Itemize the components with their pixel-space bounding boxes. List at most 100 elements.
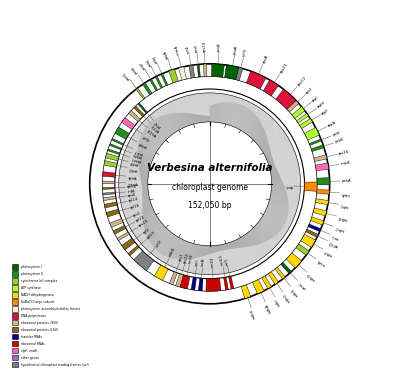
Wedge shape <box>264 151 271 155</box>
Wedge shape <box>206 246 208 255</box>
Wedge shape <box>145 228 166 249</box>
Wedge shape <box>143 213 155 220</box>
Wedge shape <box>270 198 298 206</box>
Wedge shape <box>269 156 297 166</box>
Wedge shape <box>276 89 296 109</box>
Wedge shape <box>124 152 152 163</box>
Wedge shape <box>120 195 149 201</box>
Wedge shape <box>238 239 252 265</box>
Wedge shape <box>238 238 252 264</box>
Wedge shape <box>241 237 247 247</box>
Wedge shape <box>173 113 182 129</box>
Text: ycf3: ycf3 <box>242 48 248 57</box>
Wedge shape <box>189 113 193 125</box>
Wedge shape <box>271 192 300 197</box>
Wedge shape <box>122 118 135 129</box>
Wedge shape <box>119 173 148 177</box>
Wedge shape <box>258 139 268 146</box>
Wedge shape <box>132 216 157 232</box>
Wedge shape <box>129 213 155 227</box>
Wedge shape <box>178 242 188 269</box>
Wedge shape <box>255 132 266 142</box>
Wedge shape <box>159 116 173 134</box>
Text: 152,050 bp: 152,050 bp <box>188 200 232 210</box>
Wedge shape <box>268 151 295 162</box>
Wedge shape <box>266 209 287 220</box>
Wedge shape <box>249 114 268 136</box>
Wedge shape <box>120 167 149 173</box>
Wedge shape <box>208 116 209 122</box>
Wedge shape <box>120 193 148 198</box>
Wedge shape <box>178 98 189 126</box>
Wedge shape <box>124 154 151 164</box>
Wedge shape <box>142 203 151 206</box>
Wedge shape <box>207 116 208 122</box>
Wedge shape <box>142 183 148 184</box>
Wedge shape <box>203 245 204 256</box>
Text: transfer RNAs: transfer RNAs <box>21 335 42 339</box>
Wedge shape <box>239 104 253 129</box>
Wedge shape <box>190 95 197 123</box>
Wedge shape <box>230 98 241 126</box>
Wedge shape <box>222 95 228 123</box>
Wedge shape <box>180 242 190 270</box>
Wedge shape <box>140 176 148 177</box>
Wedge shape <box>269 202 297 211</box>
Bar <box>12 355 18 360</box>
Wedge shape <box>255 225 271 240</box>
Wedge shape <box>222 244 224 250</box>
Wedge shape <box>215 245 216 252</box>
Wedge shape <box>128 142 154 156</box>
Text: ycf2: ycf2 <box>154 239 163 248</box>
Wedge shape <box>154 265 168 280</box>
Wedge shape <box>119 176 148 179</box>
Wedge shape <box>227 243 229 249</box>
Wedge shape <box>216 245 217 252</box>
Wedge shape <box>214 245 216 252</box>
Wedge shape <box>272 178 281 180</box>
Wedge shape <box>230 242 233 248</box>
Wedge shape <box>270 171 278 173</box>
Wedge shape <box>180 241 188 260</box>
Wedge shape <box>266 145 292 158</box>
Wedge shape <box>148 125 165 142</box>
Wedge shape <box>268 161 274 163</box>
Wedge shape <box>144 218 158 228</box>
Wedge shape <box>230 242 241 270</box>
Wedge shape <box>254 121 276 141</box>
Wedge shape <box>176 240 185 259</box>
Wedge shape <box>265 211 286 221</box>
Wedge shape <box>243 235 260 260</box>
Wedge shape <box>119 188 148 190</box>
Wedge shape <box>176 99 187 127</box>
Wedge shape <box>179 67 186 80</box>
Wedge shape <box>144 219 159 230</box>
Wedge shape <box>261 144 269 150</box>
Wedge shape <box>137 221 160 239</box>
Wedge shape <box>119 184 148 185</box>
Wedge shape <box>257 224 273 238</box>
Wedge shape <box>160 108 176 132</box>
Wedge shape <box>138 167 150 170</box>
Wedge shape <box>225 96 232 124</box>
Wedge shape <box>165 236 177 256</box>
Wedge shape <box>254 131 265 141</box>
Wedge shape <box>213 246 214 253</box>
Wedge shape <box>263 215 283 227</box>
Wedge shape <box>231 241 242 269</box>
Wedge shape <box>267 158 272 161</box>
Wedge shape <box>123 202 151 212</box>
Wedge shape <box>166 236 178 256</box>
Wedge shape <box>207 246 208 275</box>
Wedge shape <box>139 142 156 152</box>
Wedge shape <box>156 231 171 250</box>
Text: ATP synthase: ATP synthase <box>21 286 40 290</box>
Wedge shape <box>143 226 165 247</box>
Wedge shape <box>142 189 148 190</box>
Wedge shape <box>139 142 156 153</box>
Wedge shape <box>192 94 198 123</box>
Wedge shape <box>233 241 237 248</box>
Wedge shape <box>157 232 172 251</box>
Wedge shape <box>270 171 278 173</box>
Text: rpl32: rpl32 <box>328 239 339 247</box>
